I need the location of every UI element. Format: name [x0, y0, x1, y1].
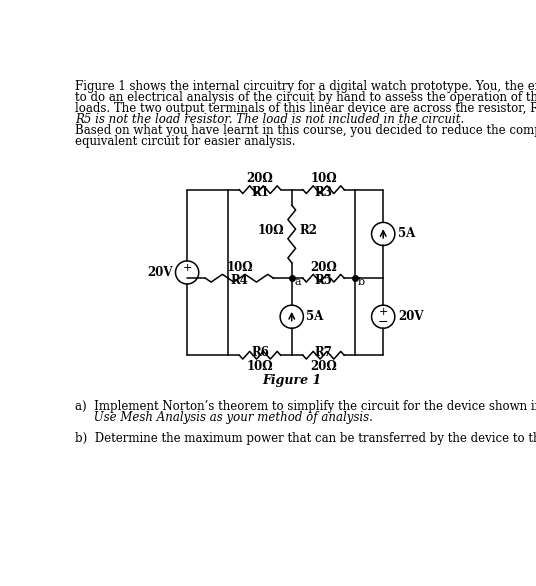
- Text: 20V: 20V: [147, 266, 173, 279]
- Text: 5A: 5A: [398, 227, 415, 240]
- Text: R6: R6: [251, 346, 269, 359]
- Text: equivalent circuit for easier analysis.: equivalent circuit for easier analysis.: [75, 135, 295, 148]
- Text: 20Ω: 20Ω: [310, 360, 337, 373]
- Text: Figure 1: Figure 1: [262, 374, 322, 387]
- Text: 20Ω: 20Ω: [310, 261, 337, 274]
- Text: −: −: [378, 316, 389, 329]
- Text: a: a: [294, 277, 301, 287]
- Text: R7: R7: [315, 346, 332, 359]
- Text: R1: R1: [251, 186, 269, 199]
- Text: R2: R2: [300, 224, 317, 237]
- Text: +: +: [378, 307, 388, 317]
- Text: 10Ω: 10Ω: [310, 172, 337, 185]
- Text: 20V: 20V: [398, 310, 423, 323]
- Text: R5: R5: [315, 274, 332, 288]
- Text: Based on what you have learnt in this course, you decided to reduce the complex : Based on what you have learnt in this co…: [75, 124, 536, 137]
- Text: +: +: [182, 263, 192, 273]
- Text: 10Ω: 10Ω: [257, 224, 284, 237]
- Text: 20Ω: 20Ω: [247, 172, 273, 185]
- Text: to do an electrical analysis of the circuit by hand to assess the operation of t: to do an electrical analysis of the circ…: [75, 91, 536, 104]
- Text: a)  Implement Norton’s theorem to simplify the circuit for the device shown in F: a) Implement Norton’s theorem to simplif…: [75, 400, 536, 413]
- Text: R5 is not the load resistor. The load is not included in the circuit.: R5 is not the load resistor. The load is…: [75, 113, 464, 126]
- Text: loads. The two output terminals of this linear device are across the resistor, R: loads. The two output terminals of this …: [75, 102, 536, 115]
- Text: 10Ω: 10Ω: [247, 360, 273, 373]
- Text: b: b: [358, 277, 365, 287]
- Text: R3: R3: [315, 186, 332, 199]
- Text: R4: R4: [230, 274, 248, 288]
- Text: 5A: 5A: [307, 310, 324, 323]
- Text: b)  Determine the maximum power that can be transferred by the device to the loa: b) Determine the maximum power that can …: [75, 432, 536, 445]
- Text: Figure 1 shows the internal circuitry for a digital watch prototype. You, the en: Figure 1 shows the internal circuitry fo…: [75, 80, 536, 93]
- Text: 10Ω: 10Ω: [226, 261, 253, 274]
- Text: Use Mesh Analysis as your method of analysis.: Use Mesh Analysis as your method of anal…: [75, 411, 373, 424]
